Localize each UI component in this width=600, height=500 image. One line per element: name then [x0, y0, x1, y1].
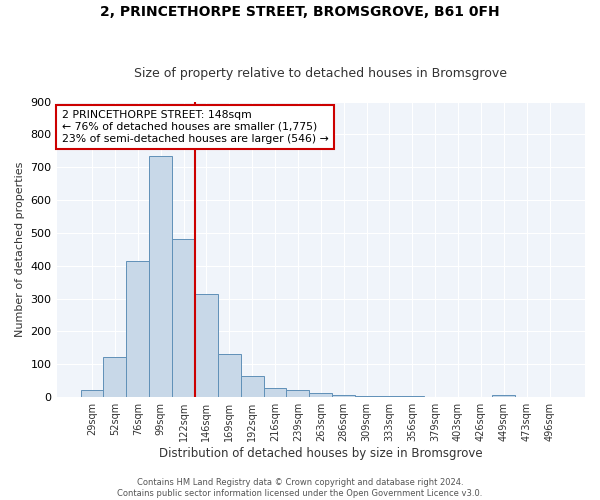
Bar: [286, 390, 310, 397]
Bar: [355, 396, 378, 397]
Text: 2, PRINCETHORPE STREET, BROMSGROVE, B61 0FH: 2, PRINCETHORPE STREET, BROMSGROVE, B61 …: [100, 5, 500, 19]
Bar: [218, 354, 241, 397]
Bar: [149, 156, 172, 397]
Bar: [310, 394, 332, 397]
Bar: [241, 376, 263, 397]
Bar: [172, 238, 195, 397]
Bar: [80, 390, 103, 397]
Bar: [493, 394, 515, 397]
Bar: [263, 388, 286, 397]
Text: 2 PRINCETHORPE STREET: 148sqm
← 76% of detached houses are smaller (1,775)
23% o: 2 PRINCETHORPE STREET: 148sqm ← 76% of d…: [62, 110, 329, 144]
Bar: [127, 261, 149, 397]
Bar: [401, 396, 424, 397]
Text: Contains HM Land Registry data © Crown copyright and database right 2024.
Contai: Contains HM Land Registry data © Crown c…: [118, 478, 482, 498]
Bar: [103, 357, 127, 397]
Title: Size of property relative to detached houses in Bromsgrove: Size of property relative to detached ho…: [134, 66, 507, 80]
Bar: [378, 396, 401, 397]
X-axis label: Distribution of detached houses by size in Bromsgrove: Distribution of detached houses by size …: [159, 447, 482, 460]
Bar: [195, 294, 218, 397]
Y-axis label: Number of detached properties: Number of detached properties: [15, 162, 25, 337]
Bar: [332, 395, 355, 397]
